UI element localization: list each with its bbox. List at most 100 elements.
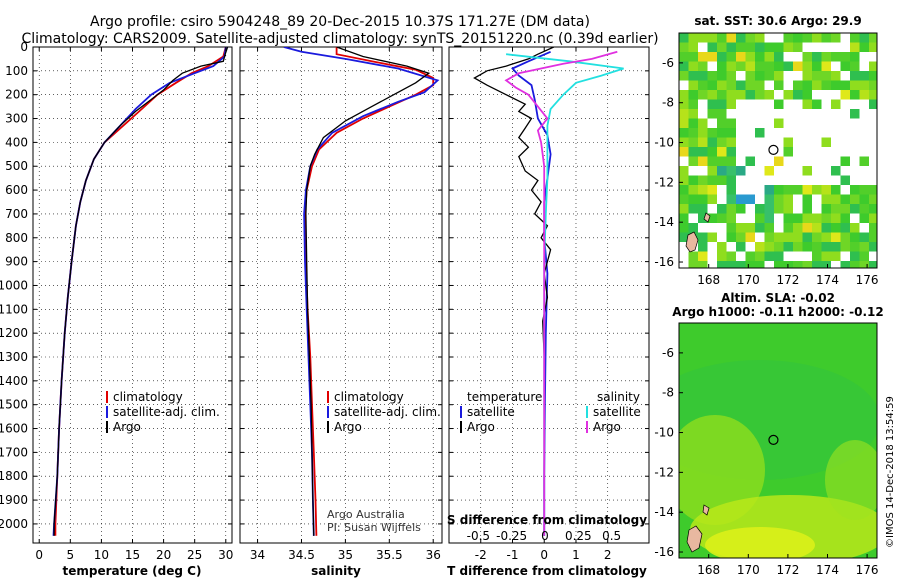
sst-cell xyxy=(831,213,841,223)
sst-cell xyxy=(831,232,841,242)
sst-cell xyxy=(831,194,841,204)
sst-cell xyxy=(802,80,812,90)
y-tick-label: 1700 xyxy=(0,445,28,459)
sst-cell xyxy=(745,61,755,71)
sst-cell xyxy=(755,80,765,90)
sst-map-land xyxy=(685,212,711,253)
sst-cell xyxy=(831,223,841,233)
sst-cell xyxy=(869,71,877,81)
argo-position-marker xyxy=(768,434,779,446)
sst-cell xyxy=(783,33,793,43)
sst-cell xyxy=(840,156,850,166)
legend-swatch-t-argo xyxy=(460,421,462,433)
sst-cell xyxy=(850,261,860,268)
legend-label-climatology: climatology xyxy=(113,390,183,404)
sst-cell xyxy=(726,42,736,52)
sst-cell xyxy=(802,99,812,109)
y-tick-label: 600 xyxy=(5,183,28,197)
s-difference-ticks: -0.5 -0.25 0 0.25 0.5 xyxy=(467,529,622,543)
sst-cell xyxy=(812,99,822,109)
sst-cell xyxy=(707,185,717,195)
sst-cell xyxy=(726,156,736,166)
sst-cell xyxy=(745,194,755,204)
sst-cell xyxy=(679,213,689,223)
x-tick-label: 0 xyxy=(540,548,548,562)
x-tick-label: 1 xyxy=(572,548,580,562)
sst-cell xyxy=(736,223,746,233)
sst-cell xyxy=(821,204,831,214)
salinity-series xyxy=(283,47,440,536)
sla-map: Altim. SLA: -0.02 Argo h1000: -0.11 h200… xyxy=(654,291,883,577)
sst-cell xyxy=(774,99,784,109)
sla-field-east xyxy=(825,440,877,520)
sst-map-title: sat. SST: 30.6 Argo: 29.9 xyxy=(694,14,861,28)
y-tick-label: 1400 xyxy=(0,374,28,388)
sst-cell xyxy=(821,242,831,252)
sst-cell xyxy=(793,232,803,242)
sst-cell xyxy=(859,185,869,195)
y-tick-label: 1300 xyxy=(0,350,28,364)
sst-cell xyxy=(745,42,755,52)
sst-cell xyxy=(850,185,860,195)
sst-cell xyxy=(688,90,698,100)
sst-cell xyxy=(688,33,698,43)
longitude-tick-label: 172 xyxy=(776,563,799,577)
sst-cell xyxy=(840,242,850,252)
legend-label-s-satellite: satellite xyxy=(593,405,641,419)
sst-cell xyxy=(698,213,708,223)
sst-cell xyxy=(679,232,689,242)
sst-cell xyxy=(726,90,736,100)
sst-cell xyxy=(802,185,812,195)
sst-cell xyxy=(717,42,727,52)
sst-cell xyxy=(869,204,877,214)
sst-cell xyxy=(679,42,689,52)
latitude-tick-label: -6 xyxy=(662,346,674,360)
sst-cell xyxy=(783,42,793,52)
sst-cell xyxy=(679,175,689,185)
x-tick-label: 36 xyxy=(426,548,441,562)
sst-cell xyxy=(717,99,727,109)
sst-cell xyxy=(717,261,727,268)
sst-cell xyxy=(831,166,841,176)
sst-cell xyxy=(688,118,698,128)
sst-cell xyxy=(707,33,717,43)
longitude-tick-label: 168 xyxy=(697,563,720,577)
sst-cell xyxy=(736,242,746,252)
sst-cell xyxy=(736,232,746,242)
sst-cell xyxy=(859,33,869,43)
y-tick-label: 0 xyxy=(20,40,28,54)
sst-cell xyxy=(755,223,765,233)
land-vanuatu xyxy=(686,525,703,553)
sst-cell xyxy=(802,223,812,233)
series-t-argo xyxy=(473,47,555,536)
sst-cell xyxy=(707,213,717,223)
sst-cell xyxy=(707,80,717,90)
sst-cell xyxy=(764,185,774,195)
sst-cell xyxy=(688,42,698,52)
sst-cell xyxy=(840,223,850,233)
sst-cell xyxy=(707,42,717,52)
sst-cell xyxy=(726,128,736,138)
sst-cell xyxy=(783,61,793,71)
sst-cell xyxy=(840,261,850,268)
sst-cell xyxy=(764,52,774,62)
sst-cell xyxy=(717,33,727,43)
sst-cell xyxy=(764,194,774,204)
sst-cell xyxy=(755,128,765,138)
s-difference-tick-label: -0.25 xyxy=(496,529,527,543)
latitude-tick-label: -10 xyxy=(654,136,674,150)
sst-cell xyxy=(812,251,822,261)
sst-cell xyxy=(717,52,727,62)
header-line1: Argo profile: csiro 5904248_89 20-Dec-20… xyxy=(90,14,590,30)
legend-label-t-argo: Argo xyxy=(467,420,495,434)
sst-cell xyxy=(850,71,860,81)
sst-cell xyxy=(802,213,812,223)
legend-label-t-satellite: satellite xyxy=(467,405,515,419)
sst-cell xyxy=(793,261,803,268)
sst-cell xyxy=(812,232,822,242)
sst-cell xyxy=(859,156,869,166)
t-difference-xlabel: T difference from climatology xyxy=(447,564,647,578)
sst-cell xyxy=(707,147,717,157)
difference-ticks: -2 -1 0 1 2 xyxy=(449,46,649,562)
y-tick-label: 900 xyxy=(5,255,28,269)
